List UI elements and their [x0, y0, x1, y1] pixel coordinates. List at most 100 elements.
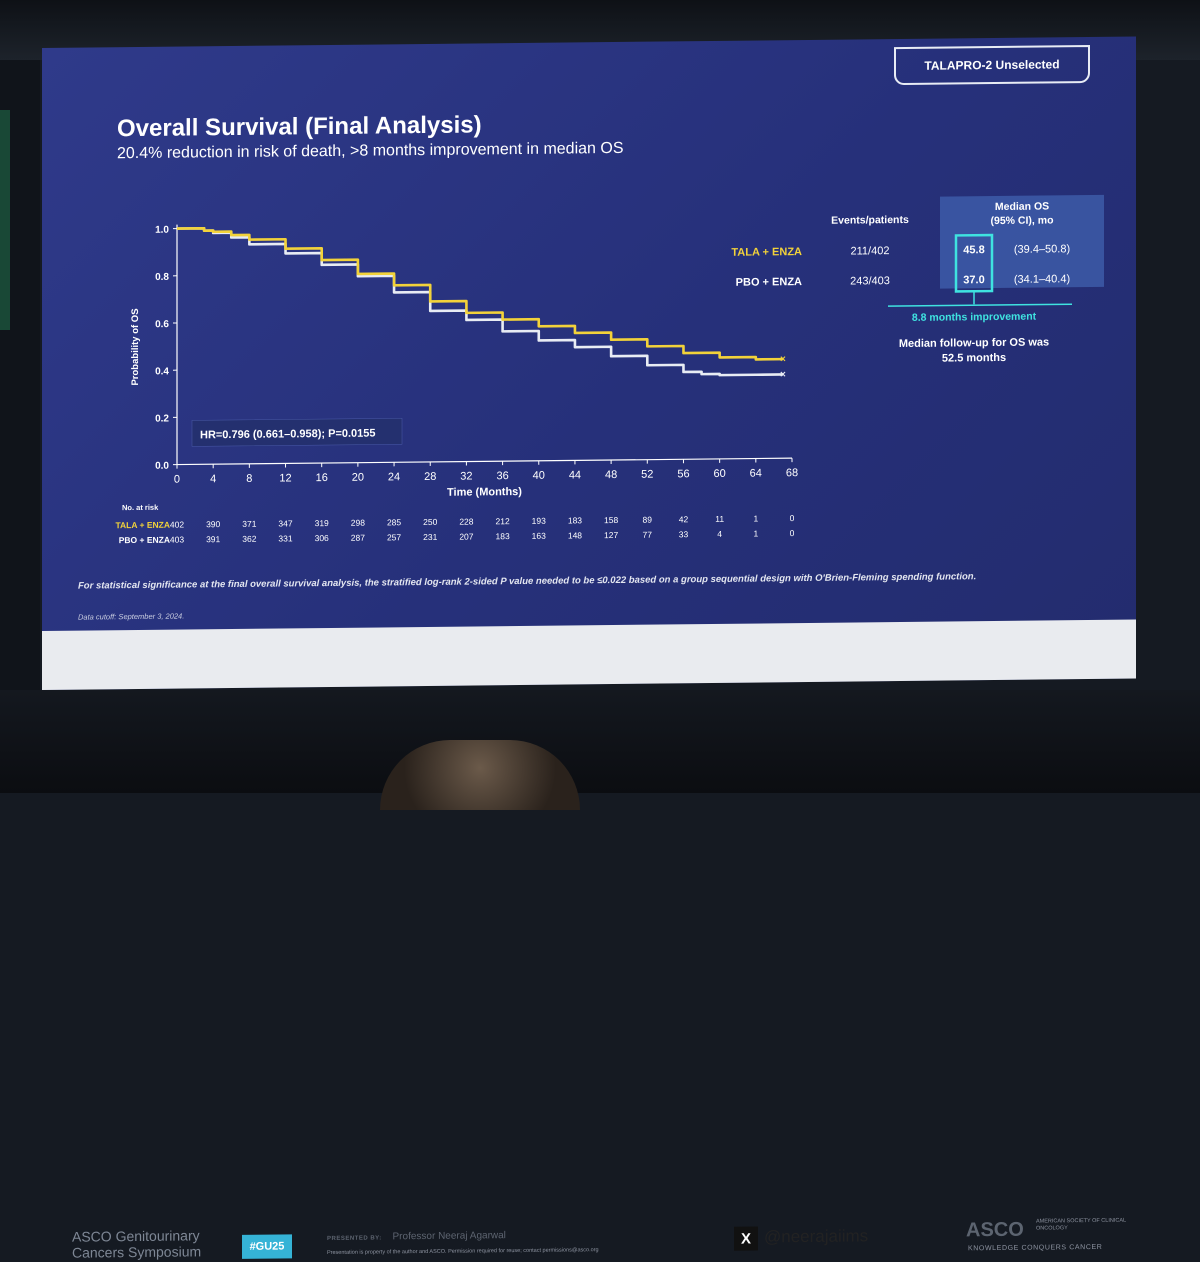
meeting-logo: ASCO Genitourinary Cancers Symposium — [72, 1227, 201, 1260]
x-tick-label: 4 — [210, 473, 216, 485]
risk-value: 298 — [351, 518, 365, 528]
events-value: 211/402 — [851, 245, 890, 257]
social-handle: @neerajaiims — [764, 1226, 868, 1247]
presenter-name: Professor Neeraj Agarwal — [393, 1230, 506, 1242]
x-tick-label: 20 — [352, 472, 364, 484]
risk-value: 0 — [790, 528, 795, 538]
presented-by: PRESENTED BY: Professor Neeraj Agarwal — [327, 1230, 506, 1243]
x-tick-label: 16 — [316, 472, 328, 484]
hashtag-badge: #GU25 — [242, 1234, 292, 1259]
risk-value: 306 — [315, 533, 329, 543]
improvement-rule — [888, 304, 1072, 306]
y-tick-label: 0.0 — [155, 461, 169, 472]
x-tick-label: 36 — [496, 470, 508, 482]
risk-value: 89 — [643, 515, 653, 525]
median-header-1: Median OS — [995, 200, 1049, 213]
risk-value: 77 — [643, 530, 653, 540]
x-tick-label: 32 — [460, 470, 472, 482]
risk-value: 347 — [278, 518, 292, 528]
y-tick-label: 0.4 — [155, 366, 169, 377]
x-tick-label: 40 — [533, 470, 545, 482]
x-axis-line — [177, 458, 792, 464]
y-tick-label: 0.8 — [155, 272, 169, 283]
risk-value: 183 — [495, 531, 509, 541]
events-header: Events/patients — [831, 214, 909, 227]
x-tick-label: 60 — [714, 468, 726, 480]
slide-footer: ASCO Genitourinary Cancers Symposium #GU… — [42, 620, 1136, 690]
meeting-line1: ASCO Genitourinary — [72, 1227, 201, 1244]
risk-value: 390 — [206, 519, 220, 529]
risk-value: 391 — [206, 534, 220, 544]
risk-value: 371 — [242, 519, 256, 529]
risk-value: 1 — [753, 528, 758, 538]
series-line — [177, 222, 783, 381]
risk-header: No. at risk — [122, 503, 159, 512]
censor-mark: × — [780, 369, 786, 380]
x-tick-label: 68 — [786, 467, 798, 479]
summary-table: Events/patients Median OS(95% CI), mo TALA… — [731, 195, 1104, 367]
x-tick-label: 8 — [246, 473, 252, 485]
y-tick-label: 0.6 — [155, 319, 169, 330]
meeting-line2: Cancers Symposium — [72, 1243, 201, 1260]
y-tick-label: 0.2 — [155, 413, 169, 424]
ci-value: (34.1–40.4) — [1014, 273, 1070, 286]
risk-value: 0 — [790, 513, 795, 523]
risk-value: 362 — [242, 534, 256, 544]
risk-value: 228 — [459, 516, 473, 526]
y-tick-label: 1.0 — [155, 225, 169, 236]
risk-value: 193 — [532, 516, 546, 526]
presentation-slide: TALAPRO-2 Unselected Overall Survival (F… — [42, 37, 1136, 690]
exit-light — [0, 110, 10, 330]
risk-value: 257 — [387, 532, 401, 542]
risk-value: 158 — [604, 515, 618, 525]
x-tick-label: 64 — [750, 467, 762, 479]
risk-value: 33 — [679, 529, 689, 539]
hr-text: HR=0.796 (0.661–0.958); P=0.0155 — [200, 428, 376, 442]
room-floor — [0, 690, 1200, 793]
followup-line2: 52.5 months — [942, 352, 1006, 365]
ci-value: (39.4–50.8) — [1014, 243, 1070, 256]
x-tick-label: 52 — [641, 469, 653, 481]
x-tick-label: 12 — [279, 472, 291, 484]
risk-value: 285 — [387, 517, 401, 527]
risk-value: 127 — [604, 530, 618, 540]
median-header-2: (95% CI), mo — [990, 214, 1053, 227]
risk-value: 331 — [278, 533, 292, 543]
x-tick-label: 24 — [388, 471, 400, 483]
risk-value: 403 — [170, 535, 184, 545]
events-value: 243/403 — [850, 275, 890, 287]
x-tick-label: 44 — [569, 469, 581, 481]
censor-mark: × — [780, 354, 786, 365]
risk-value: 148 — [568, 530, 582, 540]
risk-value: 402 — [170, 520, 184, 530]
risk-row-label: PBO + ENZA — [119, 535, 170, 546]
footnote: For statistical significance at the fina… — [78, 570, 1058, 592]
risk-value: 231 — [423, 532, 437, 542]
median-value: 45.8 — [963, 244, 984, 256]
risk-row-label: TALA + ENZA — [115, 520, 170, 531]
risk-value: 212 — [495, 516, 509, 526]
followup-line1: Median follow-up for OS was — [899, 336, 1049, 350]
risk-value: 4 — [717, 529, 722, 539]
median-value: 37.0 — [963, 274, 984, 286]
x-tick-label: 48 — [605, 469, 617, 481]
asco-logo: ASCO — [966, 1219, 1024, 1243]
risk-value: 163 — [532, 531, 546, 541]
hr-annotation: HR=0.796 (0.661–0.958); P=0.0155 — [192, 418, 402, 446]
data-cutoff: Data cutoff: September 3, 2024. — [78, 612, 184, 622]
summary-row-label: PBO + ENZA — [736, 276, 802, 289]
x-logo-icon: X — [734, 1227, 758, 1251]
risk-value: 183 — [568, 515, 582, 525]
risk-value: 11 — [715, 514, 724, 524]
x-tick-label: 56 — [677, 468, 689, 480]
summary-row-label: TALA + ENZA — [731, 246, 802, 259]
asco-tagline: KNOWLEDGE CONQUERS CANCER — [968, 1244, 1102, 1252]
risk-value: 42 — [679, 514, 689, 524]
risk-value: 287 — [351, 533, 365, 543]
asco-full-name: AMERICAN SOCIETY OF CLINICAL ONCOLOGY — [1036, 1218, 1126, 1232]
risk-value: 250 — [423, 517, 437, 527]
risk-value: 319 — [315, 518, 329, 528]
